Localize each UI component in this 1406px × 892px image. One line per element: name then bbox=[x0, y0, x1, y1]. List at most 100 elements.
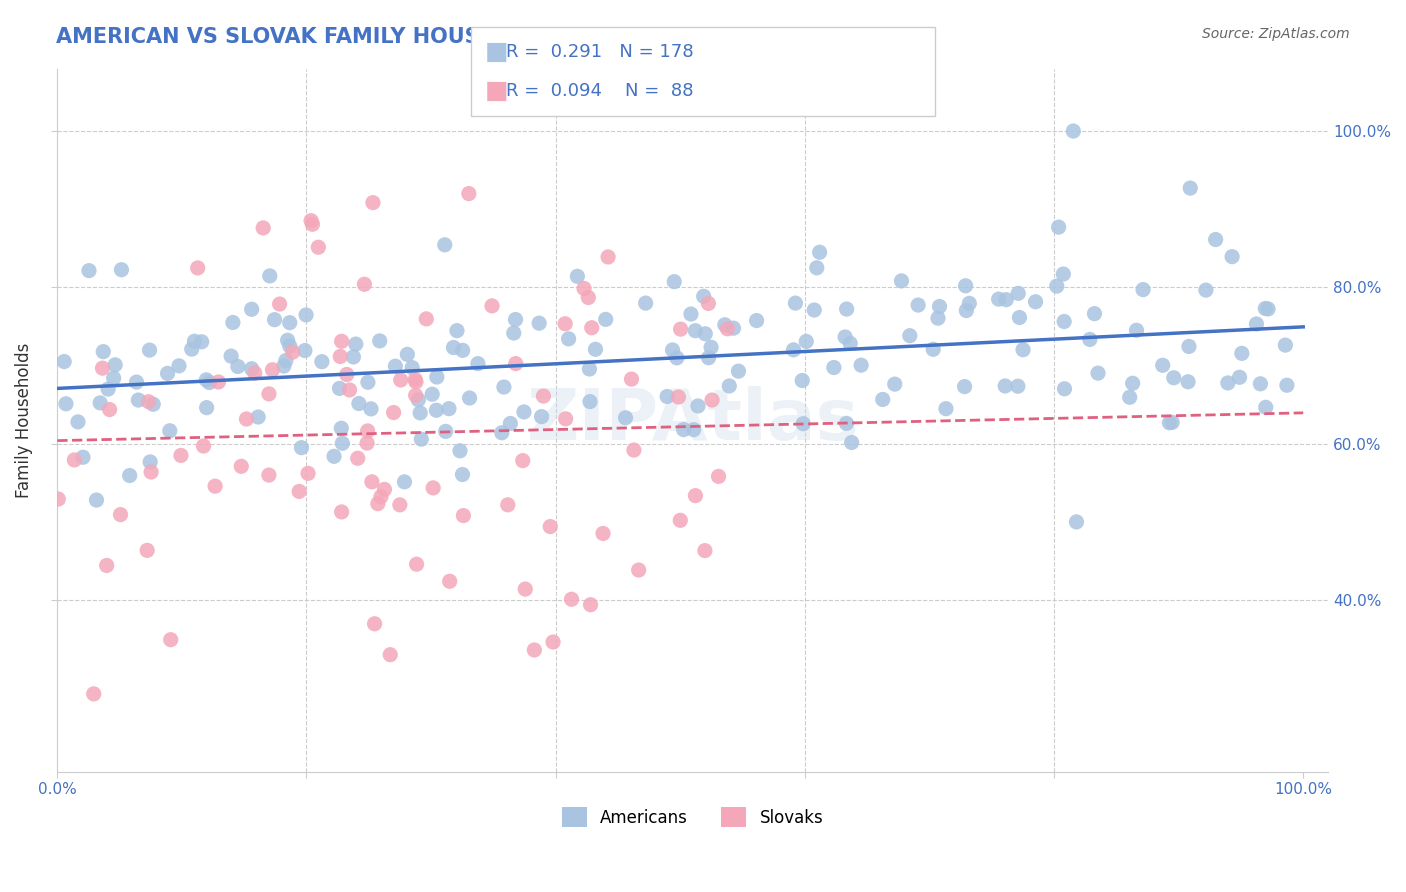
Americans bbox=[426, 370, 449, 384]
Americans bbox=[77, 263, 100, 277]
Slovaks bbox=[301, 217, 323, 231]
Legend: Americans, Slovaks: Americans, Slovaks bbox=[555, 800, 830, 834]
Americans bbox=[883, 377, 905, 392]
Slovaks bbox=[439, 574, 461, 589]
Americans bbox=[104, 358, 127, 372]
Slovaks bbox=[257, 387, 280, 401]
Slovaks bbox=[405, 375, 427, 389]
Americans bbox=[491, 425, 513, 440]
Americans bbox=[890, 274, 912, 288]
Americans bbox=[557, 332, 579, 346]
Slovaks bbox=[307, 240, 329, 254]
Americans bbox=[1220, 250, 1243, 264]
Slovaks bbox=[370, 490, 392, 504]
Americans bbox=[835, 301, 858, 316]
Slovaks bbox=[596, 250, 619, 264]
Slovaks bbox=[159, 632, 181, 647]
Americans bbox=[323, 450, 346, 464]
Americans bbox=[1062, 124, 1084, 138]
Slovaks bbox=[669, 322, 692, 336]
Americans bbox=[1132, 283, 1154, 297]
Americans bbox=[792, 417, 814, 431]
Americans bbox=[344, 337, 367, 351]
Slovaks bbox=[560, 592, 582, 607]
Americans bbox=[127, 392, 149, 407]
Americans bbox=[411, 432, 433, 446]
Slovaks bbox=[91, 361, 114, 376]
Slovaks bbox=[382, 405, 405, 419]
Americans bbox=[66, 415, 89, 429]
Slovaks bbox=[620, 372, 643, 386]
Americans bbox=[1078, 333, 1101, 347]
Slovaks bbox=[356, 424, 378, 438]
Americans bbox=[1118, 390, 1140, 404]
Americans bbox=[433, 237, 456, 252]
Americans bbox=[409, 406, 432, 420]
Americans bbox=[240, 361, 263, 376]
Americans bbox=[685, 324, 707, 338]
Americans bbox=[451, 467, 474, 482]
Slovaks bbox=[576, 291, 599, 305]
Slovaks bbox=[96, 558, 118, 573]
Americans bbox=[1195, 283, 1218, 297]
Slovaks bbox=[98, 402, 121, 417]
Text: Source: ZipAtlas.com: Source: ZipAtlas.com bbox=[1202, 27, 1350, 41]
Americans bbox=[1125, 323, 1147, 337]
Americans bbox=[664, 275, 686, 289]
Americans bbox=[368, 334, 391, 348]
Slovaks bbox=[257, 468, 280, 483]
Americans bbox=[290, 441, 312, 455]
Americans bbox=[401, 360, 423, 375]
Americans bbox=[278, 339, 301, 353]
Americans bbox=[183, 334, 205, 349]
Americans bbox=[682, 423, 704, 437]
Americans bbox=[97, 382, 120, 396]
Slovaks bbox=[138, 394, 160, 409]
Americans bbox=[357, 376, 380, 390]
Americans bbox=[782, 343, 804, 357]
Americans bbox=[957, 296, 980, 310]
Americans bbox=[360, 401, 382, 416]
Slovaks bbox=[623, 443, 645, 458]
Americans bbox=[458, 391, 481, 405]
Slovaks bbox=[541, 635, 564, 649]
Americans bbox=[579, 394, 602, 409]
Slovaks bbox=[346, 451, 368, 466]
Americans bbox=[1180, 181, 1202, 195]
Americans bbox=[434, 425, 457, 439]
Americans bbox=[1012, 343, 1035, 357]
Slovaks bbox=[579, 598, 602, 612]
Americans bbox=[1257, 301, 1279, 316]
Americans bbox=[1216, 376, 1239, 390]
Americans bbox=[118, 468, 141, 483]
Slovaks bbox=[110, 508, 132, 522]
Americans bbox=[342, 350, 364, 364]
Slovaks bbox=[363, 616, 385, 631]
Slovaks bbox=[252, 221, 274, 235]
Americans bbox=[987, 292, 1010, 306]
Americans bbox=[273, 359, 295, 373]
Slovaks bbox=[404, 372, 426, 386]
Americans bbox=[1274, 338, 1296, 352]
Americans bbox=[195, 373, 218, 387]
Americans bbox=[634, 296, 657, 310]
Slovaks bbox=[243, 366, 266, 380]
Slovaks bbox=[685, 489, 707, 503]
Americans bbox=[614, 410, 637, 425]
Americans bbox=[384, 359, 406, 374]
Americans bbox=[1007, 379, 1029, 393]
Americans bbox=[394, 475, 416, 489]
Slovaks bbox=[269, 297, 291, 311]
Americans bbox=[994, 379, 1017, 393]
Americans bbox=[294, 343, 316, 358]
Americans bbox=[247, 410, 270, 425]
Americans bbox=[808, 245, 831, 260]
Americans bbox=[585, 343, 607, 357]
Slovaks bbox=[405, 557, 427, 571]
Americans bbox=[527, 316, 550, 330]
Slovaks bbox=[339, 383, 361, 397]
Slovaks bbox=[668, 390, 690, 404]
Americans bbox=[72, 450, 94, 465]
Americans bbox=[467, 357, 489, 371]
Americans bbox=[1025, 294, 1047, 309]
